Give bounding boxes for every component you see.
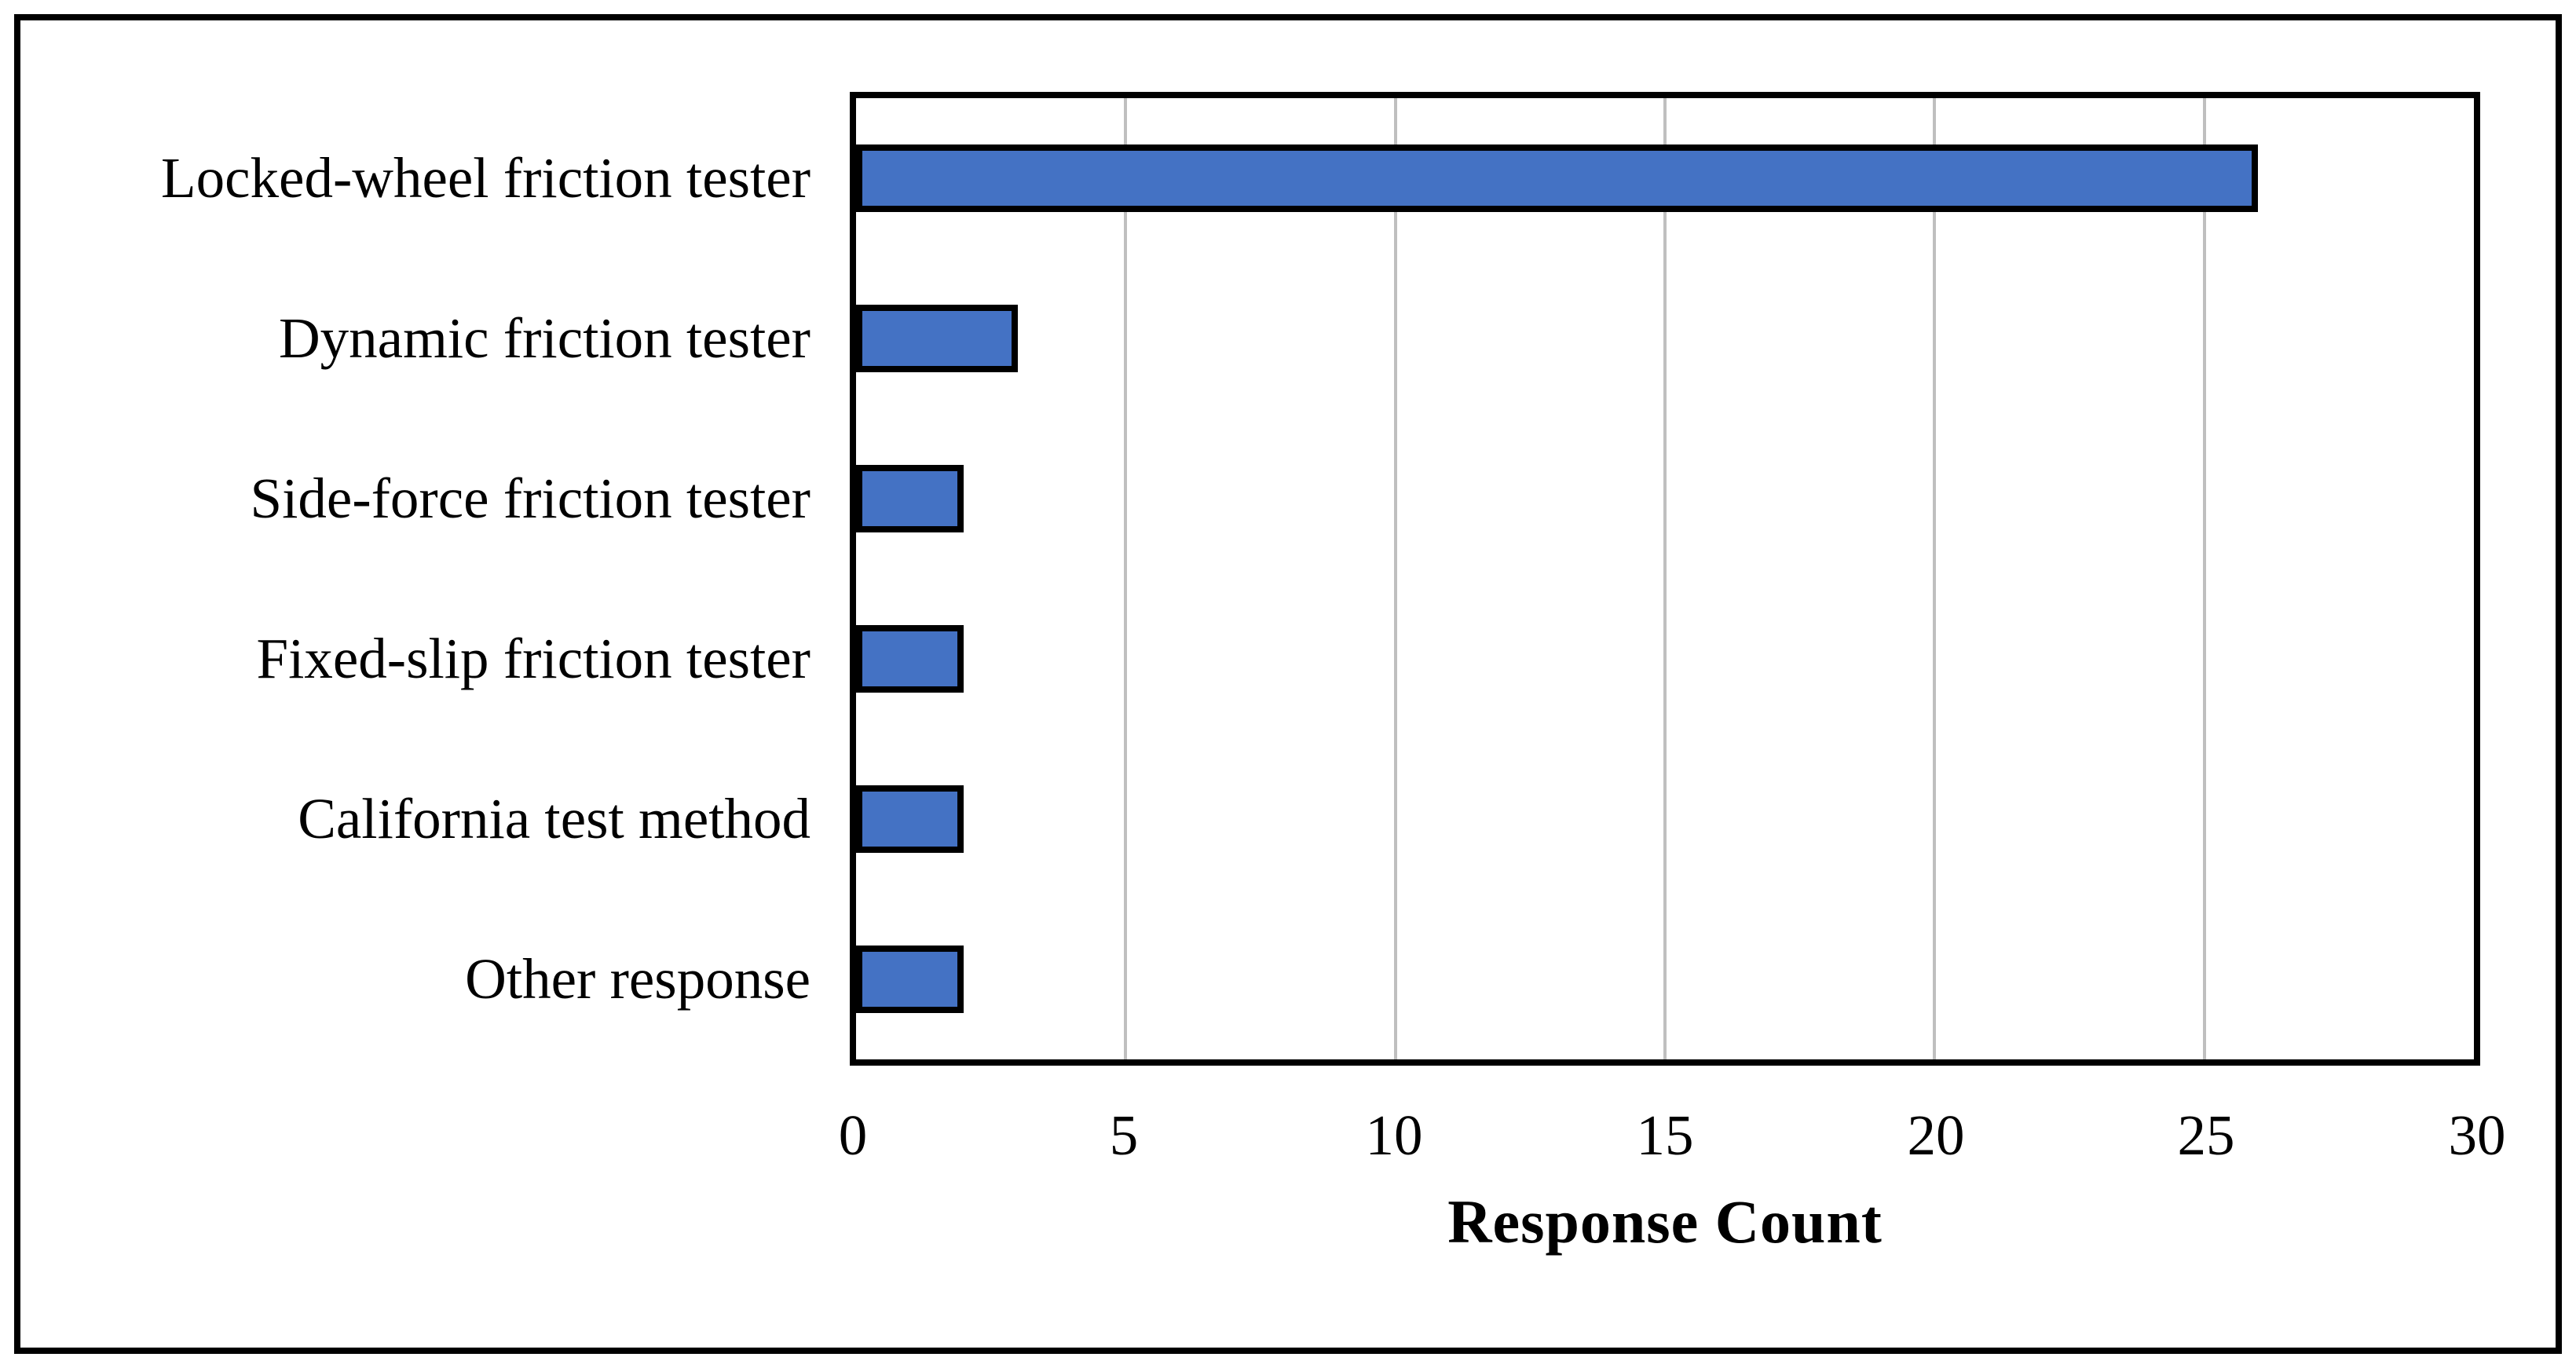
category-label: Side-force friction tester (250, 466, 810, 530)
x-tick-label: 25 (2177, 1103, 2235, 1167)
bar (856, 144, 2258, 212)
x-tick-label: 20 (1907, 1103, 1965, 1167)
category-label: Locked-wheel friction tester (161, 146, 810, 210)
gridline (1124, 98, 1128, 1059)
category-label: California test method (298, 787, 810, 850)
bar (856, 785, 964, 853)
bar (856, 625, 964, 693)
gridline (2202, 98, 2206, 1059)
gridline (1663, 98, 1667, 1059)
x-tick-label: 15 (1636, 1103, 1694, 1167)
x-axis-title: Response Count (1447, 1187, 1883, 1256)
category-label: Fixed-slip friction tester (256, 627, 810, 690)
category-label: Dynamic friction tester (278, 306, 810, 370)
bar (856, 946, 964, 1013)
gridline (1393, 98, 1397, 1059)
bar (856, 465, 964, 532)
gridline (1933, 98, 1937, 1059)
figure-border (14, 14, 2562, 1354)
bar (856, 305, 1018, 372)
x-tick-label: 0 (838, 1103, 868, 1167)
category-label: Other response (465, 947, 810, 1011)
plot-area (850, 92, 2480, 1066)
x-tick-label: 30 (2448, 1103, 2506, 1167)
x-tick-label: 5 (1109, 1103, 1139, 1167)
x-tick-label: 10 (1365, 1103, 1423, 1167)
